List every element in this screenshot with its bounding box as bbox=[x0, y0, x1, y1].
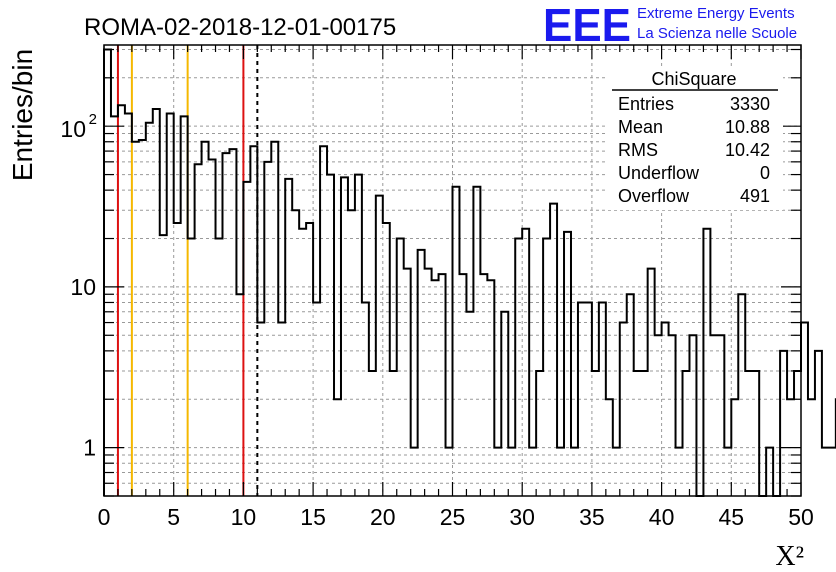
x-tick-label: 10 bbox=[231, 504, 257, 530]
stats-label: RMS bbox=[618, 140, 658, 160]
x-tick-label: 50 bbox=[788, 504, 814, 530]
stats-value: 0 bbox=[760, 163, 770, 183]
stats-value: 3330 bbox=[730, 94, 770, 114]
stats-label: Underflow bbox=[618, 163, 700, 183]
run-title: ROMA-02-2018-12-01-00175 bbox=[84, 14, 396, 41]
stats-title: ChiSquare bbox=[651, 69, 736, 89]
x-tick-label: 5 bbox=[167, 504, 180, 530]
x-tick-label: 40 bbox=[649, 504, 675, 530]
y-tick-label: 10 bbox=[70, 274, 96, 300]
axis-ticks bbox=[103, 45, 802, 497]
x-axis-title: X² bbox=[775, 541, 804, 572]
x-tick-labels: 0 5 10 15 20 25 30 35 40 45 50 bbox=[98, 504, 814, 530]
y-tick-label-exponent: 2 bbox=[89, 111, 97, 128]
stats-label: Overflow bbox=[618, 186, 690, 206]
x-tick-label: 30 bbox=[509, 504, 535, 530]
stats-value: 10.42 bbox=[725, 140, 770, 160]
logo-subtitle-1: Extreme Energy Events bbox=[637, 5, 795, 22]
x-tick-label: 20 bbox=[370, 504, 396, 530]
y-axis-title: Entries/bin bbox=[7, 49, 38, 181]
stats-value: 491 bbox=[740, 186, 770, 206]
logo-subtitle-2: La Scienza nelle Scuole bbox=[637, 25, 797, 42]
stats-label: Entries bbox=[618, 94, 674, 114]
x-tick-label: 45 bbox=[719, 504, 745, 530]
stats-box: ChiSquare Entries 3330 Mean 10.88 RMS 10.42 Un… bbox=[607, 66, 783, 210]
x-tick-label: 25 bbox=[440, 504, 466, 530]
x-tick-label: 15 bbox=[300, 504, 326, 530]
y-tick-label: 1 bbox=[83, 435, 96, 461]
x-tick-label: 35 bbox=[579, 504, 605, 530]
stats-value: 10.88 bbox=[725, 117, 770, 137]
eee-logo: EEE bbox=[543, 0, 631, 51]
x-tick-label: 0 bbox=[98, 504, 111, 530]
histogram-outline bbox=[103, 48, 836, 497]
y-tick-label: 10 bbox=[60, 116, 86, 142]
stats-label: Mean bbox=[618, 117, 663, 137]
